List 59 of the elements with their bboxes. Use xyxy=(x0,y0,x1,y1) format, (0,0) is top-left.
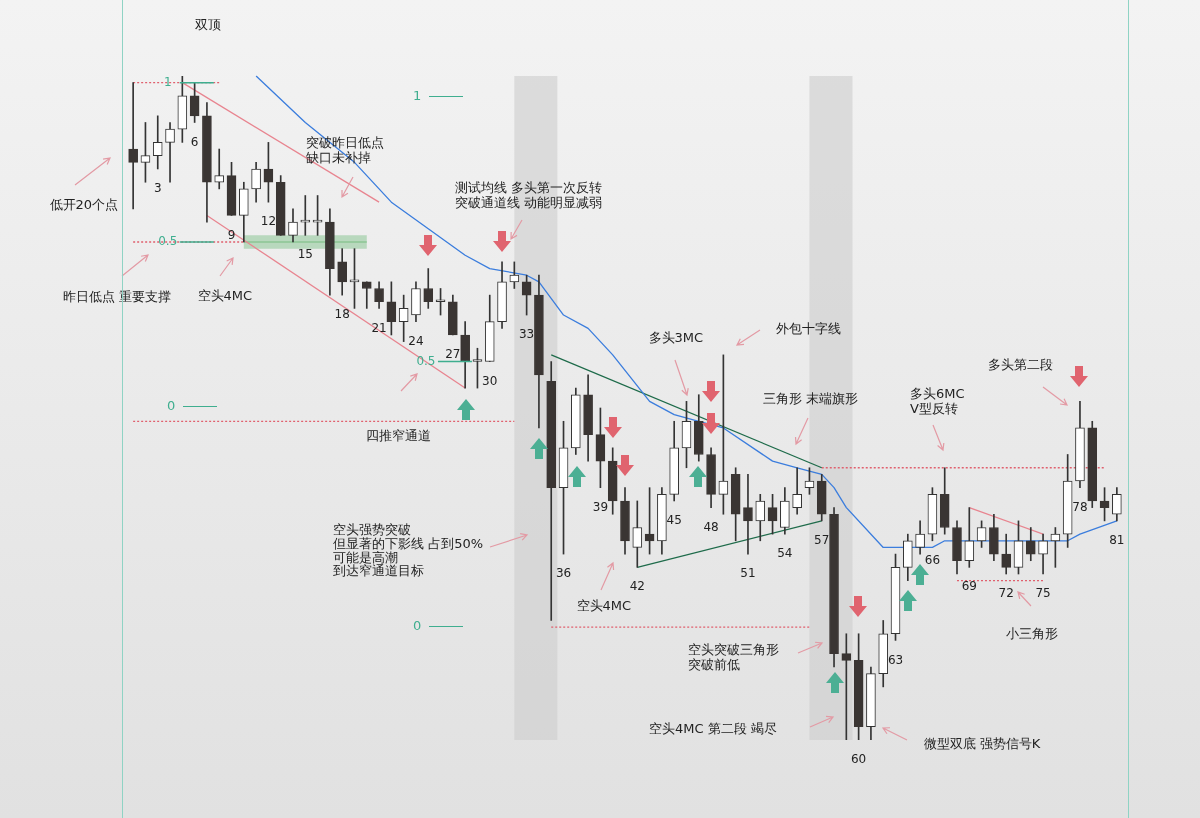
annotation: 外包十字线 xyxy=(775,321,841,336)
x-tick-label: 18 xyxy=(334,307,350,322)
annotation: 多头3MC xyxy=(648,330,704,345)
candlestick xyxy=(165,122,175,183)
x-tick-label: 54 xyxy=(777,546,793,561)
annotation: 微型双底 强势信号K xyxy=(923,736,1041,751)
x-tick-label: 78 xyxy=(1072,499,1088,514)
x-tick-label: 27 xyxy=(445,347,461,362)
x-tick-label: 21 xyxy=(371,320,387,335)
x-tick-label: 69 xyxy=(961,579,977,594)
x-tick-label: 42 xyxy=(629,579,645,594)
annotation: 四推窄通道 xyxy=(365,428,431,443)
annotation: 但显著的下影线 占到50% xyxy=(333,536,484,551)
annotation: 可能是高潮 xyxy=(333,550,398,565)
x-tick-label: 30 xyxy=(482,373,498,388)
x-tick-label: 66 xyxy=(924,552,941,567)
annotation: 到达窄通道目标 xyxy=(333,563,424,578)
x-tick-label: 15 xyxy=(297,247,313,262)
annotation: 0.5 xyxy=(416,353,436,368)
x-tick-label: 33 xyxy=(518,327,535,342)
x-tick-label: 12 xyxy=(260,214,277,229)
candlestick xyxy=(743,474,753,555)
annotation: 空头突破三角形 xyxy=(688,642,779,657)
annotation: 三角形 末端旗形 xyxy=(762,391,858,406)
annotation: 突破前低 xyxy=(688,657,740,672)
annotation: 突破通道线 动能明显减弱 xyxy=(455,195,603,210)
annotation: 空头4MC xyxy=(576,598,632,613)
x-tick-label: 48 xyxy=(703,519,719,534)
text: 双顶 xyxy=(195,17,221,32)
annotation: 昨日低点 重要支撑 xyxy=(63,289,172,304)
annotation: 0.5 xyxy=(158,234,178,249)
x-tick-label: 72 xyxy=(998,586,1014,601)
x-tick-label: 39 xyxy=(592,499,609,514)
annotation: 测试均线 多头第一次反转 xyxy=(455,180,603,195)
x-tick-label: 24 xyxy=(408,333,424,348)
annotation: 1 xyxy=(413,88,423,103)
x-tick-label: 81 xyxy=(1109,533,1125,548)
x-tick-label: 3 xyxy=(153,181,162,196)
annotation: 小三角形 xyxy=(1006,626,1058,641)
x-tick-label: 63 xyxy=(887,652,904,667)
candlestick xyxy=(128,82,138,210)
candlestick xyxy=(214,148,225,190)
x-tick-label: 9 xyxy=(227,227,236,242)
annotation: 0 xyxy=(413,618,423,633)
annotation: 多头6MC V型反转 xyxy=(910,386,965,416)
annotation: 空头强势突破 xyxy=(333,522,411,537)
x-tick-label: 36 xyxy=(555,566,572,581)
annotation: 0 xyxy=(167,398,177,413)
annotation: 突破昨日低点 xyxy=(306,135,384,150)
x-tick-label: 51 xyxy=(740,566,756,581)
annotation: 空头4MC 第二段 竭尽 xyxy=(649,721,777,736)
x-tick-label: 57 xyxy=(814,533,830,548)
x-tick-label: 75 xyxy=(1035,586,1051,601)
annotation: 空头4MC xyxy=(197,288,253,303)
annotation: 多头第二段 xyxy=(987,357,1053,372)
x-tick-label: 6 xyxy=(190,134,199,149)
x-tick-label: 45 xyxy=(666,513,682,528)
x-tick-label: 60 xyxy=(850,752,867,767)
text: 低开20个点 xyxy=(49,197,119,212)
